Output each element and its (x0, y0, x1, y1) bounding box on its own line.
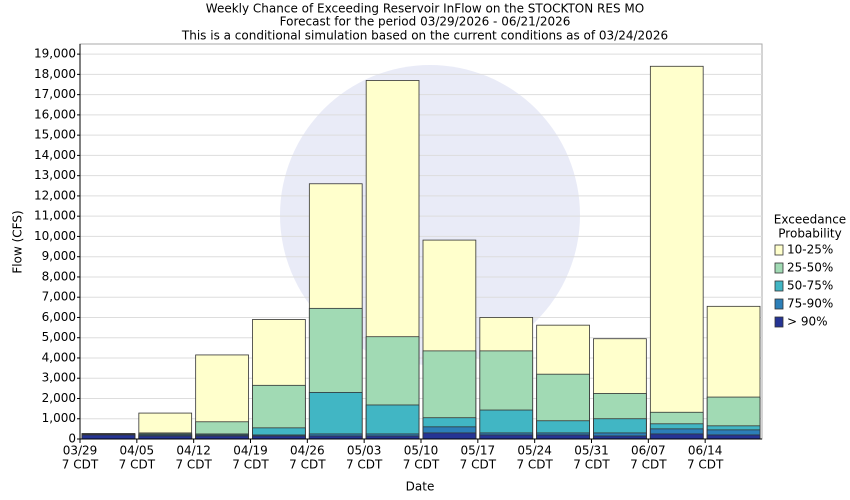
x-tick-sublabel: 7 CDT (289, 458, 326, 472)
x-tick-sublabel: 7 CDT (630, 458, 667, 472)
legend-swatch (774, 280, 784, 292)
y-tick-label: 9,000 (42, 249, 76, 263)
x-tick-sublabel: 7 CDT (460, 458, 497, 472)
bar (536, 434, 590, 440)
legend-label: 50-75% (787, 279, 833, 293)
x-tick-sublabel: 7 CDT (516, 458, 553, 472)
x-tick-label: 05/24 (517, 444, 552, 458)
legend-swatch (774, 244, 784, 256)
y-tick-label: 4,000 (42, 350, 76, 364)
y-tick-label: 12,000 (34, 188, 76, 202)
x-tick-label: 03/29 (63, 444, 98, 458)
x-tick-sublabel: 7 CDT (403, 458, 440, 472)
x-tick-sublabel: 7 CDT (573, 458, 610, 472)
y-tick-label: 11,000 (34, 209, 76, 223)
x-tick-label: 04/26 (290, 444, 325, 458)
x-axis-label: Date (406, 480, 435, 494)
x-tick-label: 05/10 (404, 444, 439, 458)
y-tick-label: 19,000 (34, 47, 76, 61)
legend-swatch (774, 316, 784, 328)
bar (422, 432, 477, 440)
legend-label: 10-25% (787, 243, 833, 257)
x-tick-sublabel: 7 CDT (175, 458, 212, 472)
legend-label: > 90% (787, 315, 828, 329)
bar (479, 434, 534, 440)
x-tick-label: 06/14 (688, 444, 723, 458)
x-tick-sublabel: 7 CDT (119, 458, 156, 472)
y-tick-label: 6,000 (42, 310, 76, 324)
bar (81, 434, 136, 440)
legend-swatch (774, 262, 784, 274)
legend-label: 75-90% (787, 297, 833, 311)
legend-title: Exceedance (774, 213, 846, 227)
y-axis-label: Flow (CFS) (11, 210, 25, 273)
y-tick-label: 3,000 (42, 371, 76, 385)
x-tick-sublabel: 7 CDT (687, 458, 724, 472)
y-tick-label: 7,000 (42, 290, 76, 304)
y-tick-label: 2,000 (42, 391, 76, 405)
y-tick-label: 5,000 (42, 330, 76, 344)
chart-subtitle: Forecast for the period 03/29/2026 - 06/… (280, 15, 571, 29)
y-tick-label: 1,000 (42, 411, 76, 425)
y-tick-label: 14,000 (34, 148, 76, 162)
legend-title: Probability (778, 227, 841, 241)
x-tick-label: 05/17 (461, 444, 496, 458)
y-tick-label: 15,000 (34, 128, 76, 142)
x-tick-label: 04/05 (120, 444, 155, 458)
y-tick-label: 10,000 (34, 229, 76, 243)
x-tick-label: 06/07 (631, 444, 666, 458)
bar (649, 433, 704, 440)
y-tick-label: 0 (68, 432, 76, 446)
x-tick-label: 05/03 (347, 444, 382, 458)
y-tick-label: 17,000 (34, 87, 76, 101)
x-tick-label: 05/31 (574, 444, 609, 458)
bar (308, 392, 363, 440)
legend-swatch (774, 298, 784, 310)
x-tick-sublabel: 7 CDT (62, 458, 99, 472)
x-tick-sublabel: 7 CDT (346, 458, 383, 472)
bar (365, 404, 420, 440)
legend-label: 25-50% (787, 261, 833, 275)
chart-title: Weekly Chance of Exceeding Reservoir InF… (206, 2, 644, 16)
x-tick-label: 04/19 (233, 444, 268, 458)
y-tick-label: 18,000 (34, 67, 76, 81)
chart-note: This is a conditional simulation based o… (181, 29, 668, 43)
y-tick-label: 16,000 (34, 107, 76, 121)
bar (649, 65, 704, 440)
y-tick-label: 8,000 (42, 269, 76, 283)
x-tick-sublabel: 7 CDT (232, 458, 269, 472)
x-tick-label: 04/12 (176, 444, 211, 458)
y-tick-label: 13,000 (34, 168, 76, 182)
bar (706, 434, 761, 440)
